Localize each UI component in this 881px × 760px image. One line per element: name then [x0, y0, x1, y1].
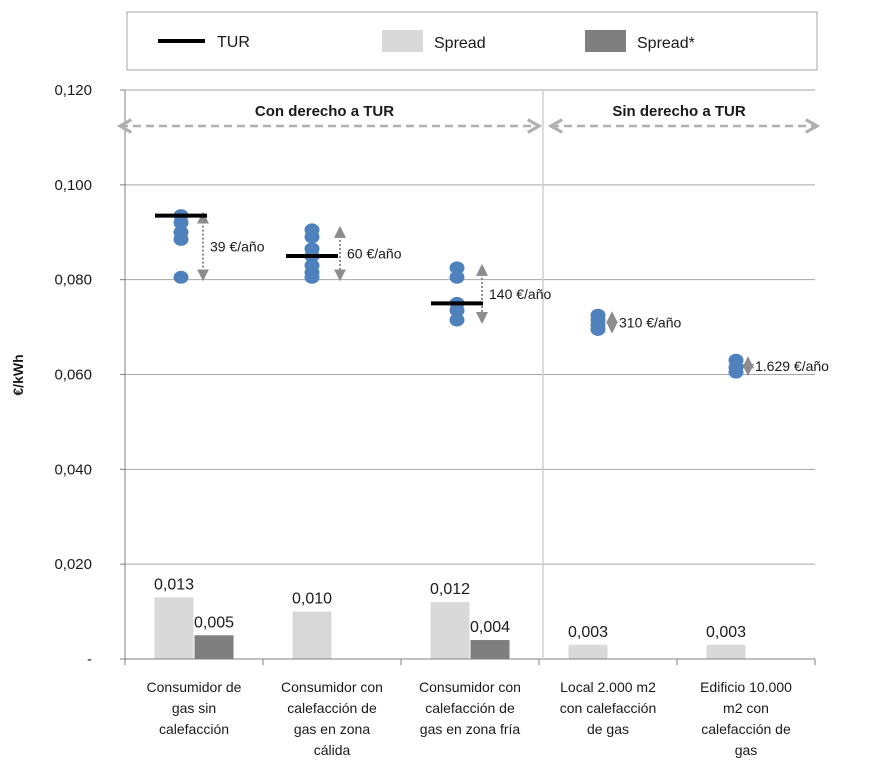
price-point	[173, 216, 189, 230]
price-point	[590, 322, 606, 336]
bar-label-spread-star: 0,004	[470, 619, 510, 636]
category-label: Consumidor con calefacción de gas en zona …	[419, 679, 521, 737]
y-tick-label: 0,040	[54, 461, 92, 478]
bar-label-spread-star: 0,005	[194, 614, 234, 631]
bar-spread-star	[470, 640, 510, 659]
price-point	[304, 230, 320, 244]
legend-label-tur: TUR	[217, 34, 250, 51]
price-point	[304, 270, 320, 284]
bar-label-spread: 0,010	[292, 591, 332, 608]
price-points	[155, 209, 744, 379]
bar-label-spread: 0,003	[706, 624, 746, 641]
legend-box	[126, 11, 818, 71]
y-axis-label: €/kWh	[10, 354, 26, 395]
gridlines	[125, 89, 815, 565]
price-point	[173, 232, 189, 246]
price-point	[449, 270, 465, 284]
regions: Con derecho a TUR Sin derecho a TUR	[120, 103, 817, 126]
region-label: Con derecho a TUR	[255, 103, 394, 120]
category-label: Local 2.000 m2 con calefacción de gas	[560, 679, 657, 737]
category-label-line: gas	[735, 742, 758, 758]
category-label-line: Consumidor con	[419, 679, 521, 695]
range-label: 39 €/año	[210, 238, 265, 254]
category-label: Consumidor con calefacción de gas en zona c…	[281, 679, 383, 758]
price-point	[449, 313, 465, 327]
axes: 0,120 0,100 0,080 0,060 0,040 0,020 - Consumido…	[54, 82, 816, 758]
price-point	[449, 303, 465, 317]
bar-label-spread: 0,013	[154, 576, 194, 593]
category-label-line: Consumidor con	[281, 679, 383, 695]
category-label-line: gas en zona	[294, 721, 370, 737]
category-label: Edificio 10.000 m2 con calefacción de gas	[700, 679, 792, 758]
price-point	[173, 270, 189, 284]
category-label-line: calefacción de	[425, 700, 515, 716]
bar-spread	[430, 602, 470, 659]
category-label-line: calefacción de	[287, 700, 377, 716]
category-label-line: cálida	[314, 742, 351, 758]
bars: 0,013 0,005 0,010 0,012 0,004 0,003 0,003	[154, 576, 746, 659]
range-label: 1.629 €/año	[755, 358, 829, 374]
category-label-line: Local 2.000 m2	[560, 679, 656, 695]
category-label-line: gas en zona fría	[420, 721, 521, 737]
price-point	[728, 365, 744, 379]
category-label-line: de gas	[587, 721, 629, 737]
y-tick-label: 0,060	[54, 367, 92, 384]
range-label: 60 €/año	[347, 246, 402, 262]
category-label-line: gas sin	[172, 700, 216, 716]
category-label-line: m2 con	[723, 700, 769, 716]
legend: TUR Spread Spread*	[126, 11, 818, 71]
price-point	[449, 261, 465, 275]
legend-label-spread-star: Spread*	[637, 35, 695, 52]
legend-swatch-spread	[382, 30, 423, 52]
range-label: 310 €/año	[619, 314, 681, 330]
bar-label-spread: 0,012	[430, 581, 470, 598]
bar-spread	[706, 644, 746, 659]
y-tick-label: 0,080	[54, 272, 92, 289]
bar-spread	[154, 597, 194, 659]
price-ranges: 39 €/año 60 €/año 140 €/año 310 €/año 1.629 …	[197, 211, 829, 377]
category-label-line: con calefacción	[560, 700, 657, 716]
category-label-line: calefacción de	[701, 721, 791, 737]
bar-label-spread: 0,003	[568, 624, 608, 641]
category-label-line: Edificio 10.000	[700, 679, 792, 695]
y-tick-label: 0,020	[54, 556, 92, 573]
category-label-line: calefacción	[159, 721, 229, 737]
legend-swatch-spread-star	[585, 30, 626, 52]
y-tick-label: -	[87, 651, 92, 668]
bar-spread	[292, 611, 332, 659]
bar-spread-star	[194, 635, 234, 659]
y-tick-label: 0,120	[54, 82, 92, 99]
category-label-line: Consumidor de	[147, 679, 242, 695]
range-label: 140 €/año	[489, 286, 551, 302]
y-tick-label: 0,100	[54, 177, 92, 194]
legend-label-spread: Spread	[434, 35, 486, 52]
category-label: Consumidor de gas sin calefacción	[147, 679, 242, 737]
region-label: Sin derecho a TUR	[612, 103, 746, 120]
bar-spread	[568, 644, 608, 659]
